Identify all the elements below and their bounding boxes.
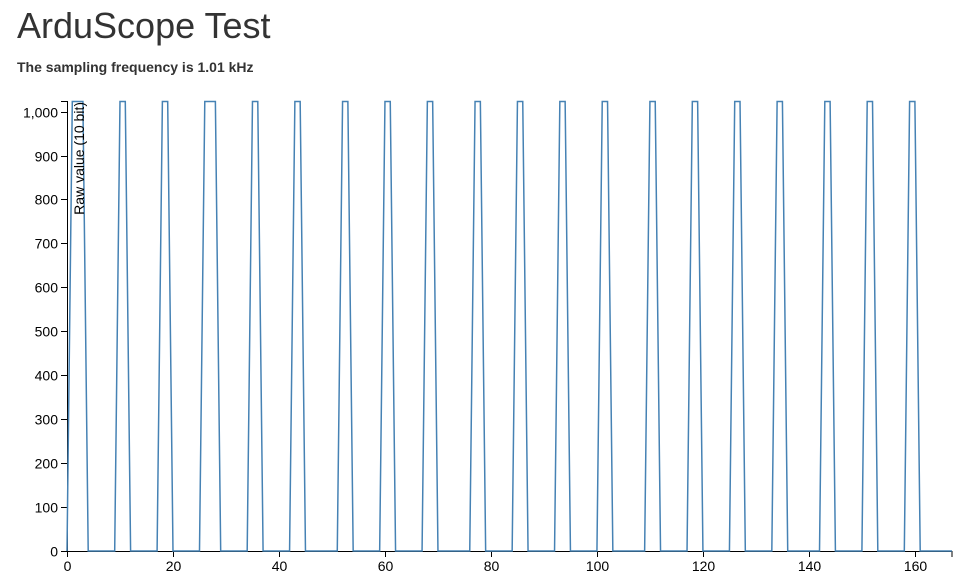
sampling-frequency-text: The sampling frequency is 1.01 kHz <box>17 59 254 75</box>
x-tick-label: 100 <box>586 558 610 574</box>
x-axis-line <box>67 551 953 557</box>
y-axis-ticks: 0 100 200 300 400 500 600 700 800 900 1,000 <box>23 105 67 560</box>
x-tick-label: 60 <box>378 558 394 574</box>
y-tick-label: 800 <box>35 192 59 208</box>
y-tick-label: 700 <box>35 236 59 252</box>
x-tick-label: 40 <box>272 558 288 574</box>
page-title: ArduScope Test <box>17 5 271 46</box>
x-tick-label: 120 <box>692 558 716 574</box>
plot-area <box>66 100 952 552</box>
y-tick-label: 400 <box>35 368 59 384</box>
y-axis: 0 100 200 300 400 500 600 700 800 900 1,000 <box>23 101 68 560</box>
x-tick-label: 20 <box>166 558 182 574</box>
x-tick-label: 140 <box>798 558 822 574</box>
y-tick-label: 300 <box>35 412 59 428</box>
y-tick-label: 0 <box>50 544 58 560</box>
y-tick-label: 900 <box>35 149 59 165</box>
y-tick-label: 1,000 <box>23 105 58 121</box>
x-axis-ticks: 0 20 40 60 80 100 120 140 160 <box>64 551 928 574</box>
x-axis: 0 20 40 60 80 100 120 140 160 <box>64 551 953 574</box>
y-axis-line <box>61 101 68 552</box>
y-tick-label: 200 <box>35 456 59 472</box>
series-line <box>66 100 952 552</box>
y-axis-label: Raw value (10 bit) <box>71 102 87 215</box>
x-tick-label: 0 <box>64 558 72 574</box>
y-tick-label: 500 <box>35 324 59 340</box>
y-tick-label: 100 <box>35 500 59 516</box>
x-tick-label: 160 <box>904 558 928 574</box>
x-tick-label: 80 <box>484 558 500 574</box>
y-tick-label: 600 <box>35 280 59 296</box>
